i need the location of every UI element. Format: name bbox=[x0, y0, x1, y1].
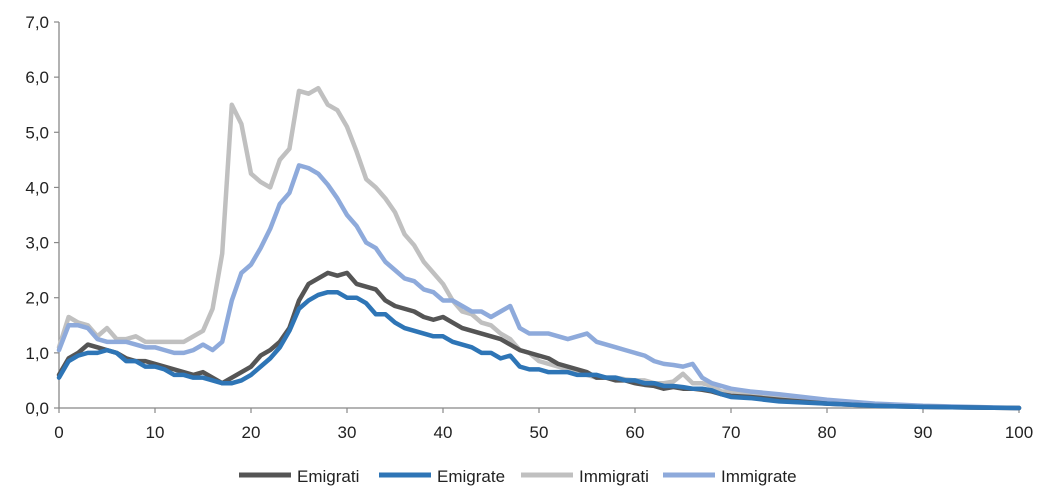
x-tick-label: 20 bbox=[242, 423, 261, 442]
legend-label-emigrati: Emigrati bbox=[297, 467, 359, 486]
y-tick-label: 7,0 bbox=[25, 13, 49, 32]
y-tick-label: 1,0 bbox=[25, 344, 49, 363]
x-tick-label: 80 bbox=[818, 423, 837, 442]
x-tick-label: 10 bbox=[146, 423, 165, 442]
y-tick-label: 6,0 bbox=[25, 68, 49, 87]
series-line-emigrate bbox=[56, 289, 1022, 411]
y-tick-label: 4,0 bbox=[25, 178, 49, 197]
y-tick-label: 2,0 bbox=[25, 289, 49, 308]
x-tick-label: 30 bbox=[338, 423, 357, 442]
x-tick-label: 70 bbox=[722, 423, 741, 442]
y-axis-ticks: 0,0 1,0 2,0 3,0 4,0 5,0 6,0 7,0 bbox=[25, 13, 59, 418]
series-line-emigrati bbox=[56, 270, 1022, 411]
series-line-immigrati bbox=[56, 85, 1022, 411]
y-tick-label: 0,0 bbox=[25, 399, 49, 418]
plot-series bbox=[56, 85, 1022, 411]
y-tick-label: 5,0 bbox=[25, 123, 49, 142]
chart-axes: 0,0 1,0 2,0 3,0 4,0 5,0 6,0 7,0 0 10 20 30 40 50 60 70… bbox=[25, 13, 1033, 442]
x-tick-label: 60 bbox=[626, 423, 645, 442]
x-tick-label: 50 bbox=[530, 423, 549, 442]
series-line-immigrate bbox=[56, 163, 1022, 411]
x-tick-label: 100 bbox=[1005, 423, 1033, 442]
x-tick-label: 90 bbox=[914, 423, 933, 442]
y-tick-label: 3,0 bbox=[25, 234, 49, 253]
legend-label-emigrate: Emigrate bbox=[437, 467, 505, 486]
legend-label-immigrate: Immigrate bbox=[721, 467, 797, 486]
legend-label-immigrati: Immigrati bbox=[579, 467, 649, 486]
x-axis-ticks: 0 10 20 30 40 50 60 70 80 90 100 bbox=[54, 408, 1033, 442]
x-tick-label: 0 bbox=[54, 423, 63, 442]
x-tick-label: 40 bbox=[434, 423, 453, 442]
chart-legend: Emigrati Emigrate Immigrati Immigrate bbox=[239, 467, 797, 486]
